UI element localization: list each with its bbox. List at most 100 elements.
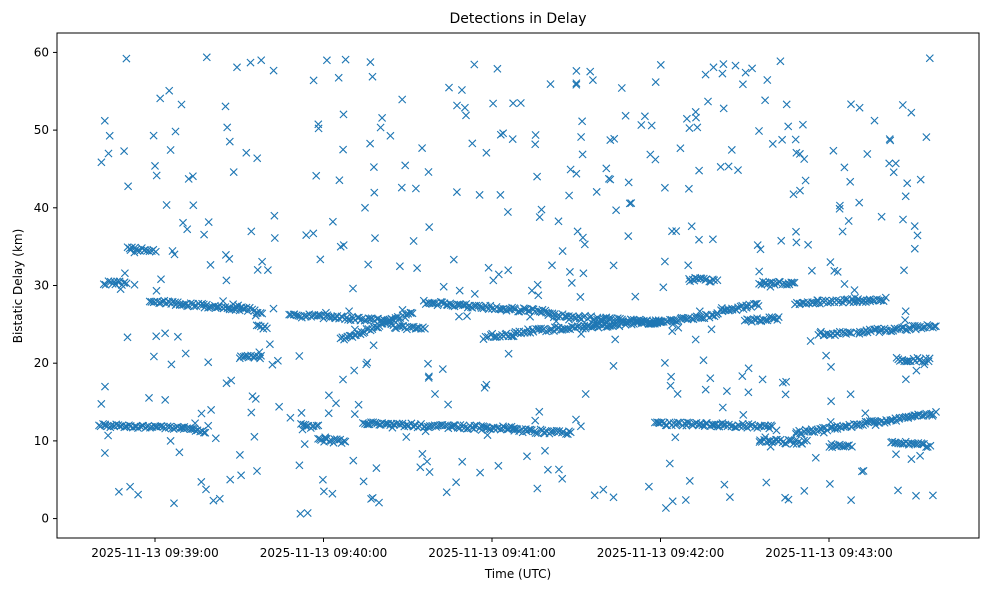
data-point-noise: [566, 165, 575, 174]
data-point-noise: [349, 284, 357, 293]
data-point-track-high: [408, 309, 417, 318]
data-point-noise: [886, 136, 895, 145]
data-point-noise: [350, 410, 359, 419]
data-point-noise: [223, 123, 232, 132]
data-point-noise: [899, 215, 907, 224]
data-point-noise: [756, 245, 765, 254]
y-tick-label: 60: [34, 45, 49, 59]
data-point-noise: [455, 312, 463, 321]
data-point-noise: [870, 116, 879, 125]
data-point-noise: [847, 100, 855, 109]
data-point-noise: [197, 409, 206, 418]
data-point-noise: [900, 266, 908, 275]
data-point-noise: [722, 387, 731, 396]
data-point-noise: [431, 390, 439, 398]
data-point-noise: [640, 112, 649, 121]
data-point-noise: [421, 427, 430, 436]
data-point-noise: [339, 145, 348, 154]
data-point-track-high: [734, 303, 743, 312]
data-point-track-high: [259, 324, 268, 333]
data-point-track-high: [364, 325, 373, 333]
data-point-noise: [523, 452, 531, 461]
data-point-track-low: [673, 418, 682, 427]
data-point-track-high: [774, 313, 783, 322]
data-point-noise: [707, 325, 716, 334]
data-point-noise: [804, 240, 813, 249]
data-point-track-high: [671, 316, 680, 325]
data-point-noise: [253, 265, 262, 274]
data-point-track-low: [540, 428, 549, 436]
data-point-noise: [416, 463, 425, 472]
data-point-noise: [123, 333, 132, 342]
data-point-track-high: [840, 295, 849, 304]
data-point-noise: [844, 217, 853, 225]
data-point-noise: [149, 131, 158, 140]
data-point-noise: [907, 108, 916, 117]
data-point-noise: [920, 360, 929, 369]
data-point-track-high: [262, 324, 271, 333]
data-point-noise: [753, 241, 762, 250]
data-point-noise: [673, 389, 682, 398]
x-tick-label: 2025-11-13 09:41:00: [428, 546, 555, 560]
data-point-noise: [309, 76, 318, 85]
data-point-noise: [484, 263, 493, 272]
data-point-track-low: [201, 428, 210, 437]
data-point-noise: [97, 158, 106, 167]
data-point-track-high: [190, 302, 199, 311]
data-point-noise: [720, 480, 729, 489]
data-point-track-high: [644, 319, 653, 328]
data-point-track-low: [136, 422, 145, 431]
data-point-noise: [251, 311, 260, 320]
data-point-track-low: [99, 420, 108, 428]
data-point-noise: [590, 491, 599, 500]
data-point-noise: [701, 385, 710, 394]
data-point-noise: [366, 139, 375, 148]
data-point-track-high: [913, 322, 922, 331]
data-point-track-high: [258, 309, 267, 318]
data-point-noise: [792, 227, 800, 236]
data-point-noise: [768, 139, 777, 148]
data-point-track-high: [754, 302, 763, 310]
data-point-noise: [149, 352, 158, 361]
data-point-noise: [378, 113, 387, 122]
data-point-noise: [621, 111, 630, 120]
data-point-noise: [807, 266, 816, 275]
data-point-noise: [565, 315, 573, 324]
data-point-track-low: [847, 442, 856, 451]
data-point-noise: [717, 304, 726, 312]
data-point-noise: [219, 297, 228, 306]
data-point-noise: [727, 145, 736, 154]
data-point-noise: [418, 449, 427, 458]
data-point-noise: [202, 485, 210, 494]
data-point-noise: [211, 434, 220, 443]
data-point-noise: [660, 183, 669, 192]
data-point-noise: [725, 493, 734, 502]
data-point-noise: [724, 162, 733, 171]
data-point-track-high: [113, 277, 122, 286]
data-point-noise: [197, 477, 206, 486]
data-point-noise: [819, 428, 828, 437]
data-point-noise: [366, 58, 375, 67]
data-point-track-low: [363, 420, 372, 429]
data-point-noise: [237, 471, 246, 480]
data-point-track-high: [845, 328, 854, 337]
data-point-noise: [372, 323, 381, 332]
data-point-track-low: [654, 418, 663, 427]
data-point-noise: [257, 56, 266, 65]
data-point-noise: [104, 431, 113, 440]
data-point-noise: [755, 267, 764, 276]
data-point-noise: [316, 255, 325, 264]
data-point-noise: [572, 79, 581, 88]
y-axis-label: Bistatic Delay (km): [11, 229, 25, 344]
data-point-track-high: [905, 357, 913, 365]
data-point-noise: [625, 199, 634, 208]
data-point-noise: [901, 375, 910, 384]
data-point-noise: [580, 240, 589, 249]
data-point-noise: [371, 234, 379, 243]
data-point-noise: [665, 459, 674, 468]
data-point-noise: [100, 116, 109, 125]
data-point-noise: [309, 229, 318, 238]
scatter-points: [95, 53, 940, 518]
data-point-noise: [151, 161, 159, 170]
